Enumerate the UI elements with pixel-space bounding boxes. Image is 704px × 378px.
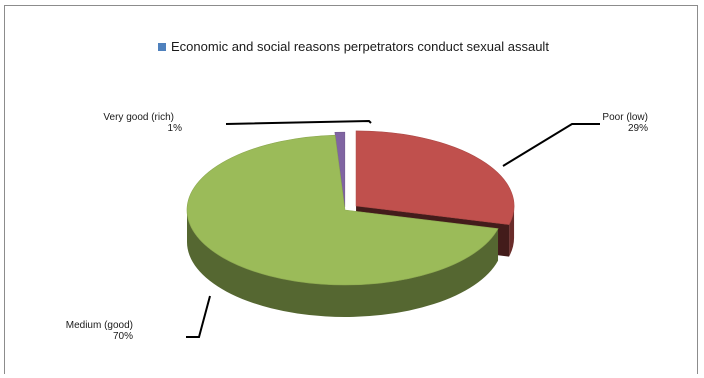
leader-line-medium-good bbox=[186, 295, 211, 338]
slice-percent-poor-low: 29% bbox=[628, 123, 648, 134]
legend-label: Economic and social reasons perpetrators… bbox=[171, 39, 549, 54]
pie-slice-medium-good bbox=[186, 134, 499, 286]
slice-percent-very-good-rich: 1% bbox=[168, 123, 183, 134]
legend: Economic and social reasons perpetrators… bbox=[158, 39, 549, 54]
legend-swatch bbox=[158, 42, 166, 51]
slice-label-very-good-rich: Very good (rich) bbox=[103, 112, 174, 123]
slice-percent-medium-good: 70% bbox=[113, 331, 133, 342]
pie-slice-side-poor-low bbox=[509, 205, 515, 257]
pie-slice-poor-low bbox=[355, 130, 515, 225]
slice-label-poor-low: Poor (low) bbox=[602, 112, 648, 123]
leader-line-poor-low bbox=[502, 123, 600, 167]
slice-label-medium-good: Medium (good) bbox=[66, 320, 133, 331]
leader-line-very-good-rich bbox=[225, 119, 372, 125]
pie-slice-side-medium-good bbox=[187, 210, 499, 318]
